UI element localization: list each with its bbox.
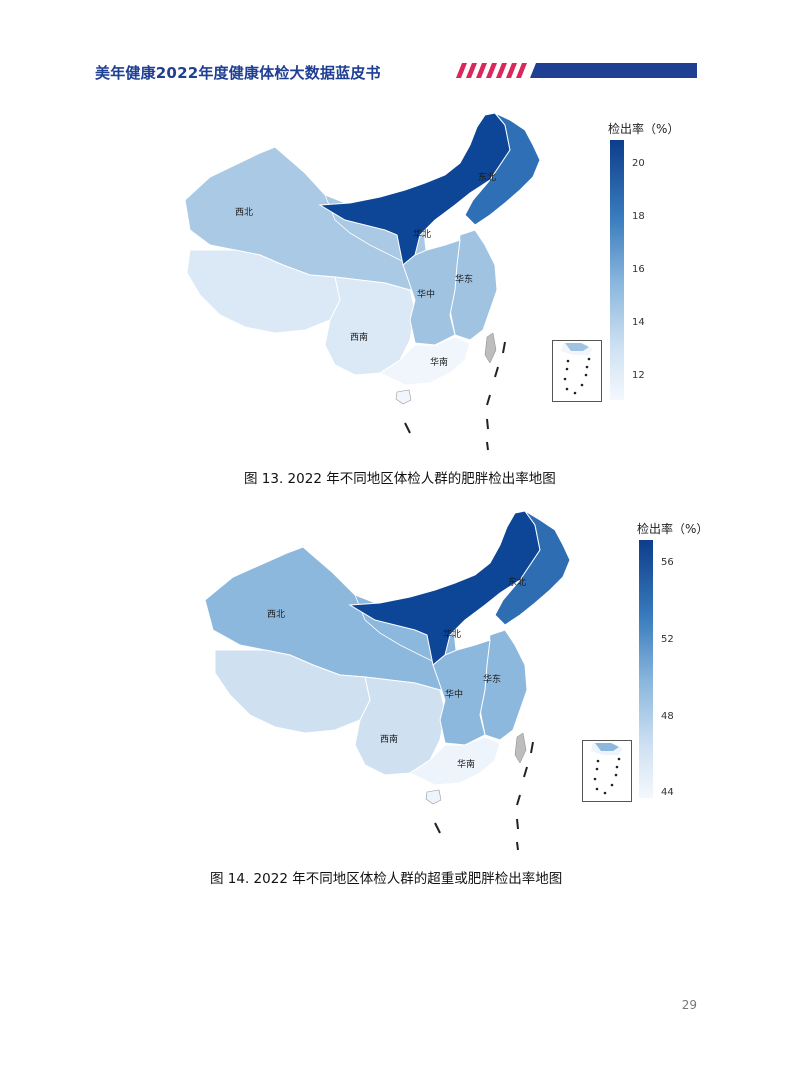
label-central: 华中: [417, 288, 435, 300]
figure-13-colorbar: 检出率（%） 20 18 16 14 12: [608, 120, 688, 410]
china-map-13: 西北 华北 东北 华东 华中 西南 华南: [184, 112, 541, 451]
south-sea-inset: [582, 740, 632, 802]
taiwan-island: [514, 732, 527, 764]
colorbar-tick: 20: [632, 158, 645, 169]
label-central: 华中: [445, 688, 463, 700]
figure-13-caption: 图 13. 2022 年不同地区体检人群的肥胖检出率地图: [244, 471, 556, 487]
figure-14-map: 西北 华北 东北 华东 华中 西南 华南: [195, 505, 645, 855]
colorbar-tick: 16: [632, 264, 645, 275]
label-northeast: 东北: [508, 576, 526, 588]
label-south: 华南: [457, 758, 475, 770]
page-number: 29: [681, 998, 697, 1012]
label-south: 华南: [430, 356, 448, 368]
label-north: 华北: [413, 228, 431, 240]
china-map-14: 西北 华北 东北 华东 华中 西南 华南: [204, 510, 571, 851]
colorbar-tick: 52: [661, 634, 674, 645]
region-northeast: [494, 510, 571, 626]
header-stripe-decoration: [456, 63, 697, 78]
colorbar-gradient: [639, 540, 653, 798]
region-central: [402, 239, 461, 346]
label-east: 华东: [455, 273, 473, 285]
figure-14-colorbar: 检出率（%） 56 52 48 44: [637, 520, 717, 810]
label-northwest: 西北: [267, 609, 285, 620]
label-northwest: 西北: [235, 207, 253, 218]
colorbar-tick: 12: [632, 370, 645, 381]
label-southwest: 西南: [350, 331, 368, 343]
hainan-island: [425, 789, 442, 805]
colorbar-gradient: [610, 140, 624, 400]
label-north: 华北: [443, 628, 461, 640]
label-northeast: 东北: [478, 171, 496, 183]
south-sea-dashes: [434, 741, 534, 851]
colorbar-tick: 18: [632, 211, 645, 222]
region-central: [432, 639, 491, 746]
south-sea-dashes: [404, 341, 506, 451]
figure-14-caption: 图 14. 2022 年不同地区体检人群的超重或肥胖检出率地图: [210, 871, 563, 887]
south-sea-inset: [552, 340, 602, 402]
label-east: 华东: [483, 673, 501, 685]
colorbar-tick: 56: [661, 557, 674, 568]
figure-13-map: 西北 华北 东北 华东 华中 西南 华南: [165, 105, 615, 455]
label-southwest: 西南: [380, 733, 398, 745]
taiwan-island: [484, 332, 497, 364]
colorbar-tick: 14: [632, 317, 645, 328]
colorbar-title: 检出率（%）: [608, 122, 680, 136]
hainan-island: [395, 389, 412, 405]
region-northeast: [464, 112, 541, 226]
colorbar-tick: 44: [661, 787, 674, 798]
colorbar-tick: 48: [661, 711, 674, 722]
colorbar-title: 检出率（%）: [637, 522, 709, 536]
region-south: [378, 336, 471, 386]
region-south: [408, 736, 501, 786]
report-header-title: 美年健康2022年度健康体检大数据蓝皮书: [95, 64, 381, 82]
